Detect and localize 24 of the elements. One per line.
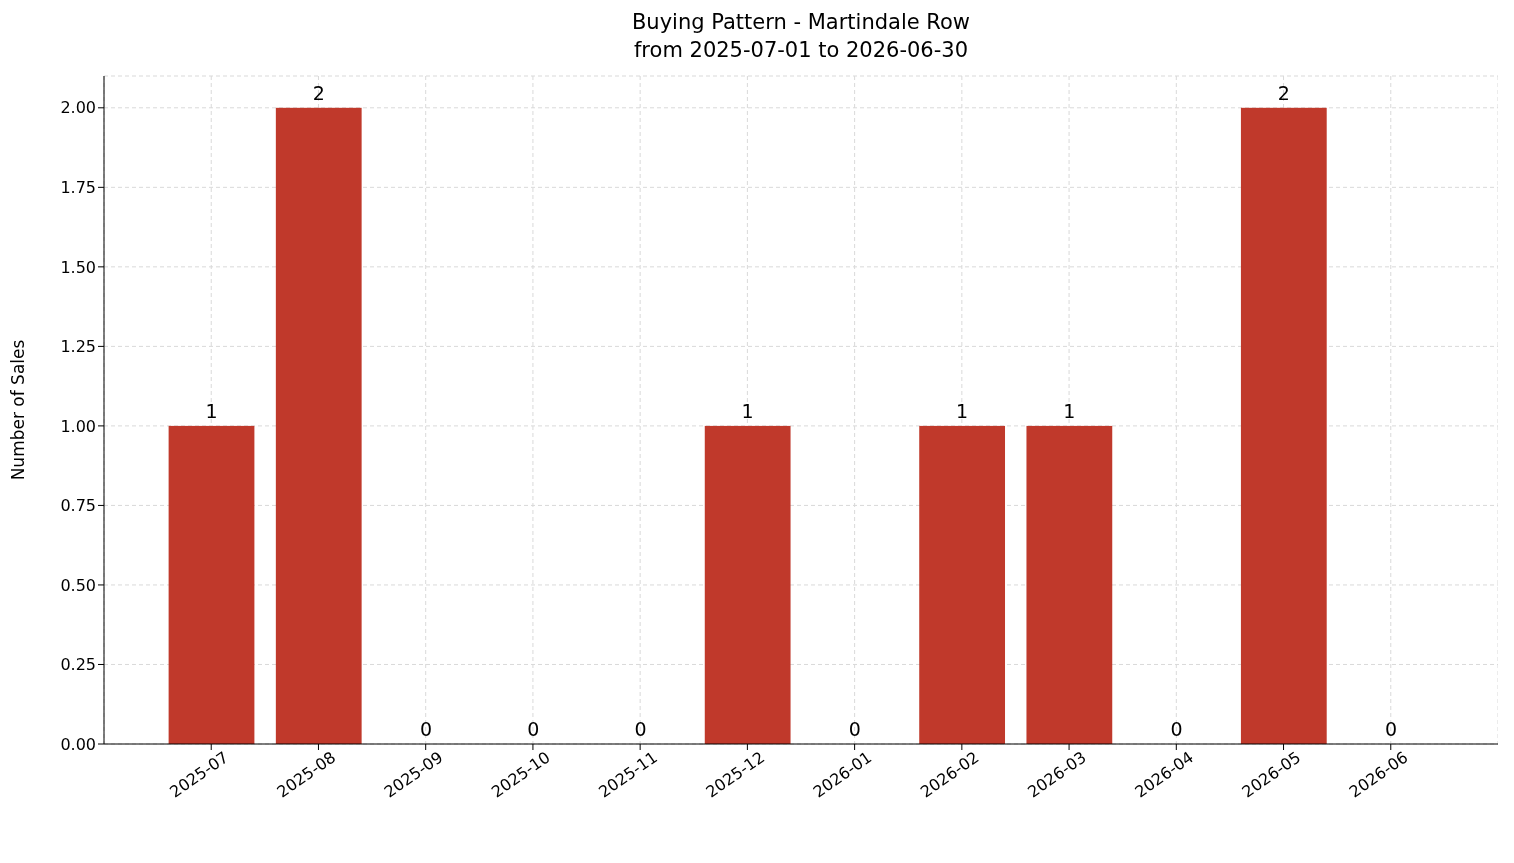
y-tick-label: 1.75	[60, 178, 96, 198]
y-tick-label: 1.00	[60, 416, 96, 436]
data-label: 0	[1170, 718, 1183, 740]
y-tick-label: 1.50	[60, 257, 96, 277]
data-label: 0	[419, 718, 433, 740]
chart-subtitle: from 2025-07-01 to 2026-06-30	[632, 37, 970, 64]
data-label: 0	[634, 718, 647, 740]
y-tick-label: 0.75	[60, 496, 96, 516]
data-label: 1	[205, 399, 218, 422]
y-tick-label: 0.25	[60, 655, 96, 675]
data-label: 0	[848, 718, 861, 740]
data-label: 0	[527, 718, 540, 740]
y-tick-label: 1.25	[60, 337, 96, 357]
data-label: 0	[1385, 718, 1398, 740]
y-tick-label: 0.50	[60, 575, 96, 595]
data-label: 2	[1277, 81, 1290, 104]
y-tick-label: 0.00	[60, 734, 96, 754]
data-label: 1	[1063, 399, 1076, 422]
data-label: 1	[741, 399, 754, 422]
data-label: 2	[312, 81, 325, 104]
y-axis-title: Number of Sales	[8, 339, 29, 481]
y-tick-label: 2.00	[60, 98, 96, 118]
data-label: 1	[956, 399, 969, 422]
chart-title: Buying Pattern - Martindale Row	[630, 9, 972, 36]
